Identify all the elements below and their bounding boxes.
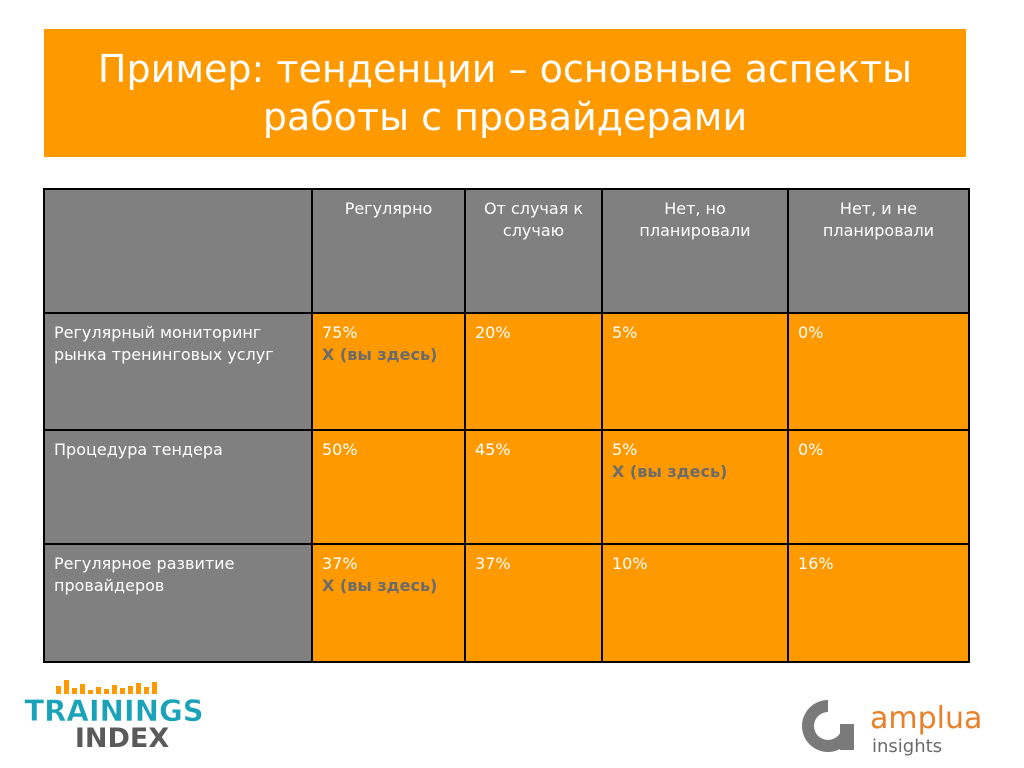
slide-title: Пример: тенденции – основные аспекты раб… (98, 45, 912, 141)
table-cell: 20% (464, 312, 603, 431)
table-cell: 37% X (вы здесь) (311, 543, 466, 663)
table-header-row: Регулярно От случая к случаю Нет, но пла… (43, 188, 970, 314)
survey-table: Регулярно От случая к случаю Нет, но пла… (43, 188, 970, 663)
cell-value: 0% (798, 440, 824, 459)
logo-text-index: INDEX (75, 723, 169, 752)
table-cell: 10% (601, 543, 789, 663)
amplua-mark-icon (802, 700, 854, 752)
row-label: Регулярное развитие провайдеров (43, 543, 313, 663)
cell-value: 20% (475, 323, 511, 342)
equalizer-bars-icon (56, 680, 157, 694)
row-label: Регулярный мониторинг рынка тренинговых … (43, 312, 313, 431)
cell-value: 5% (612, 323, 638, 342)
table-cell: 0% (787, 312, 970, 431)
cell-value: 37% (475, 554, 511, 573)
logo-text-amplua: amplua (870, 701, 982, 736)
table-row: Регулярное развитие провайдеров 37% X (в… (43, 543, 970, 663)
slide-title-line-1: Пример: тенденции – основные аспекты (97, 47, 913, 91)
column-header: Нет, и не планировали (787, 188, 970, 314)
cell-value: 5% (612, 440, 638, 459)
amplua-insights-logo: amplua insights (802, 700, 982, 757)
column-header: От случая к случаю (464, 188, 603, 314)
cell-value: 0% (798, 323, 824, 342)
table-cell: 75% X (вы здесь) (311, 312, 466, 431)
you-are-here-mark: X (вы здесь) (612, 462, 728, 481)
table-row: Процедура тендера 50% 45% 5% X (вы здесь… (43, 429, 970, 545)
table-cell: 5% (601, 312, 789, 431)
cell-value: 37% (322, 554, 358, 573)
cell-value: 45% (475, 440, 511, 459)
cell-value: 16% (798, 554, 834, 573)
logo-text-trainings: TRAININGS (24, 694, 203, 728)
you-are-here-mark: X (вы здесь) (322, 345, 438, 364)
row-label: Процедура тендера (43, 429, 313, 545)
table-row: Регулярный мониторинг рынка тренинговых … (43, 312, 970, 431)
header-corner (43, 188, 313, 314)
table-cell: 5% X (вы здесь) (601, 429, 789, 545)
table-cell: 16% (787, 543, 970, 663)
table-cell: 0% (787, 429, 970, 545)
logo-text-insights: insights (872, 736, 942, 757)
table-cell: 45% (464, 429, 603, 545)
cell-value: 75% (322, 323, 358, 342)
column-header: Регулярно (311, 188, 466, 314)
slide-title-line-2: работы с провайдерами (262, 95, 748, 139)
title-banner: Пример: тенденции – основные аспекты раб… (44, 29, 966, 157)
cell-value: 10% (612, 554, 648, 573)
you-are-here-mark: X (вы здесь) (322, 576, 438, 595)
column-header: Нет, но планировали (601, 188, 789, 314)
trainings-index-logo: TRAININGS INDEX (24, 680, 204, 752)
table-cell: 50% (311, 429, 466, 545)
table-cell: 37% (464, 543, 603, 663)
cell-value: 50% (322, 440, 358, 459)
